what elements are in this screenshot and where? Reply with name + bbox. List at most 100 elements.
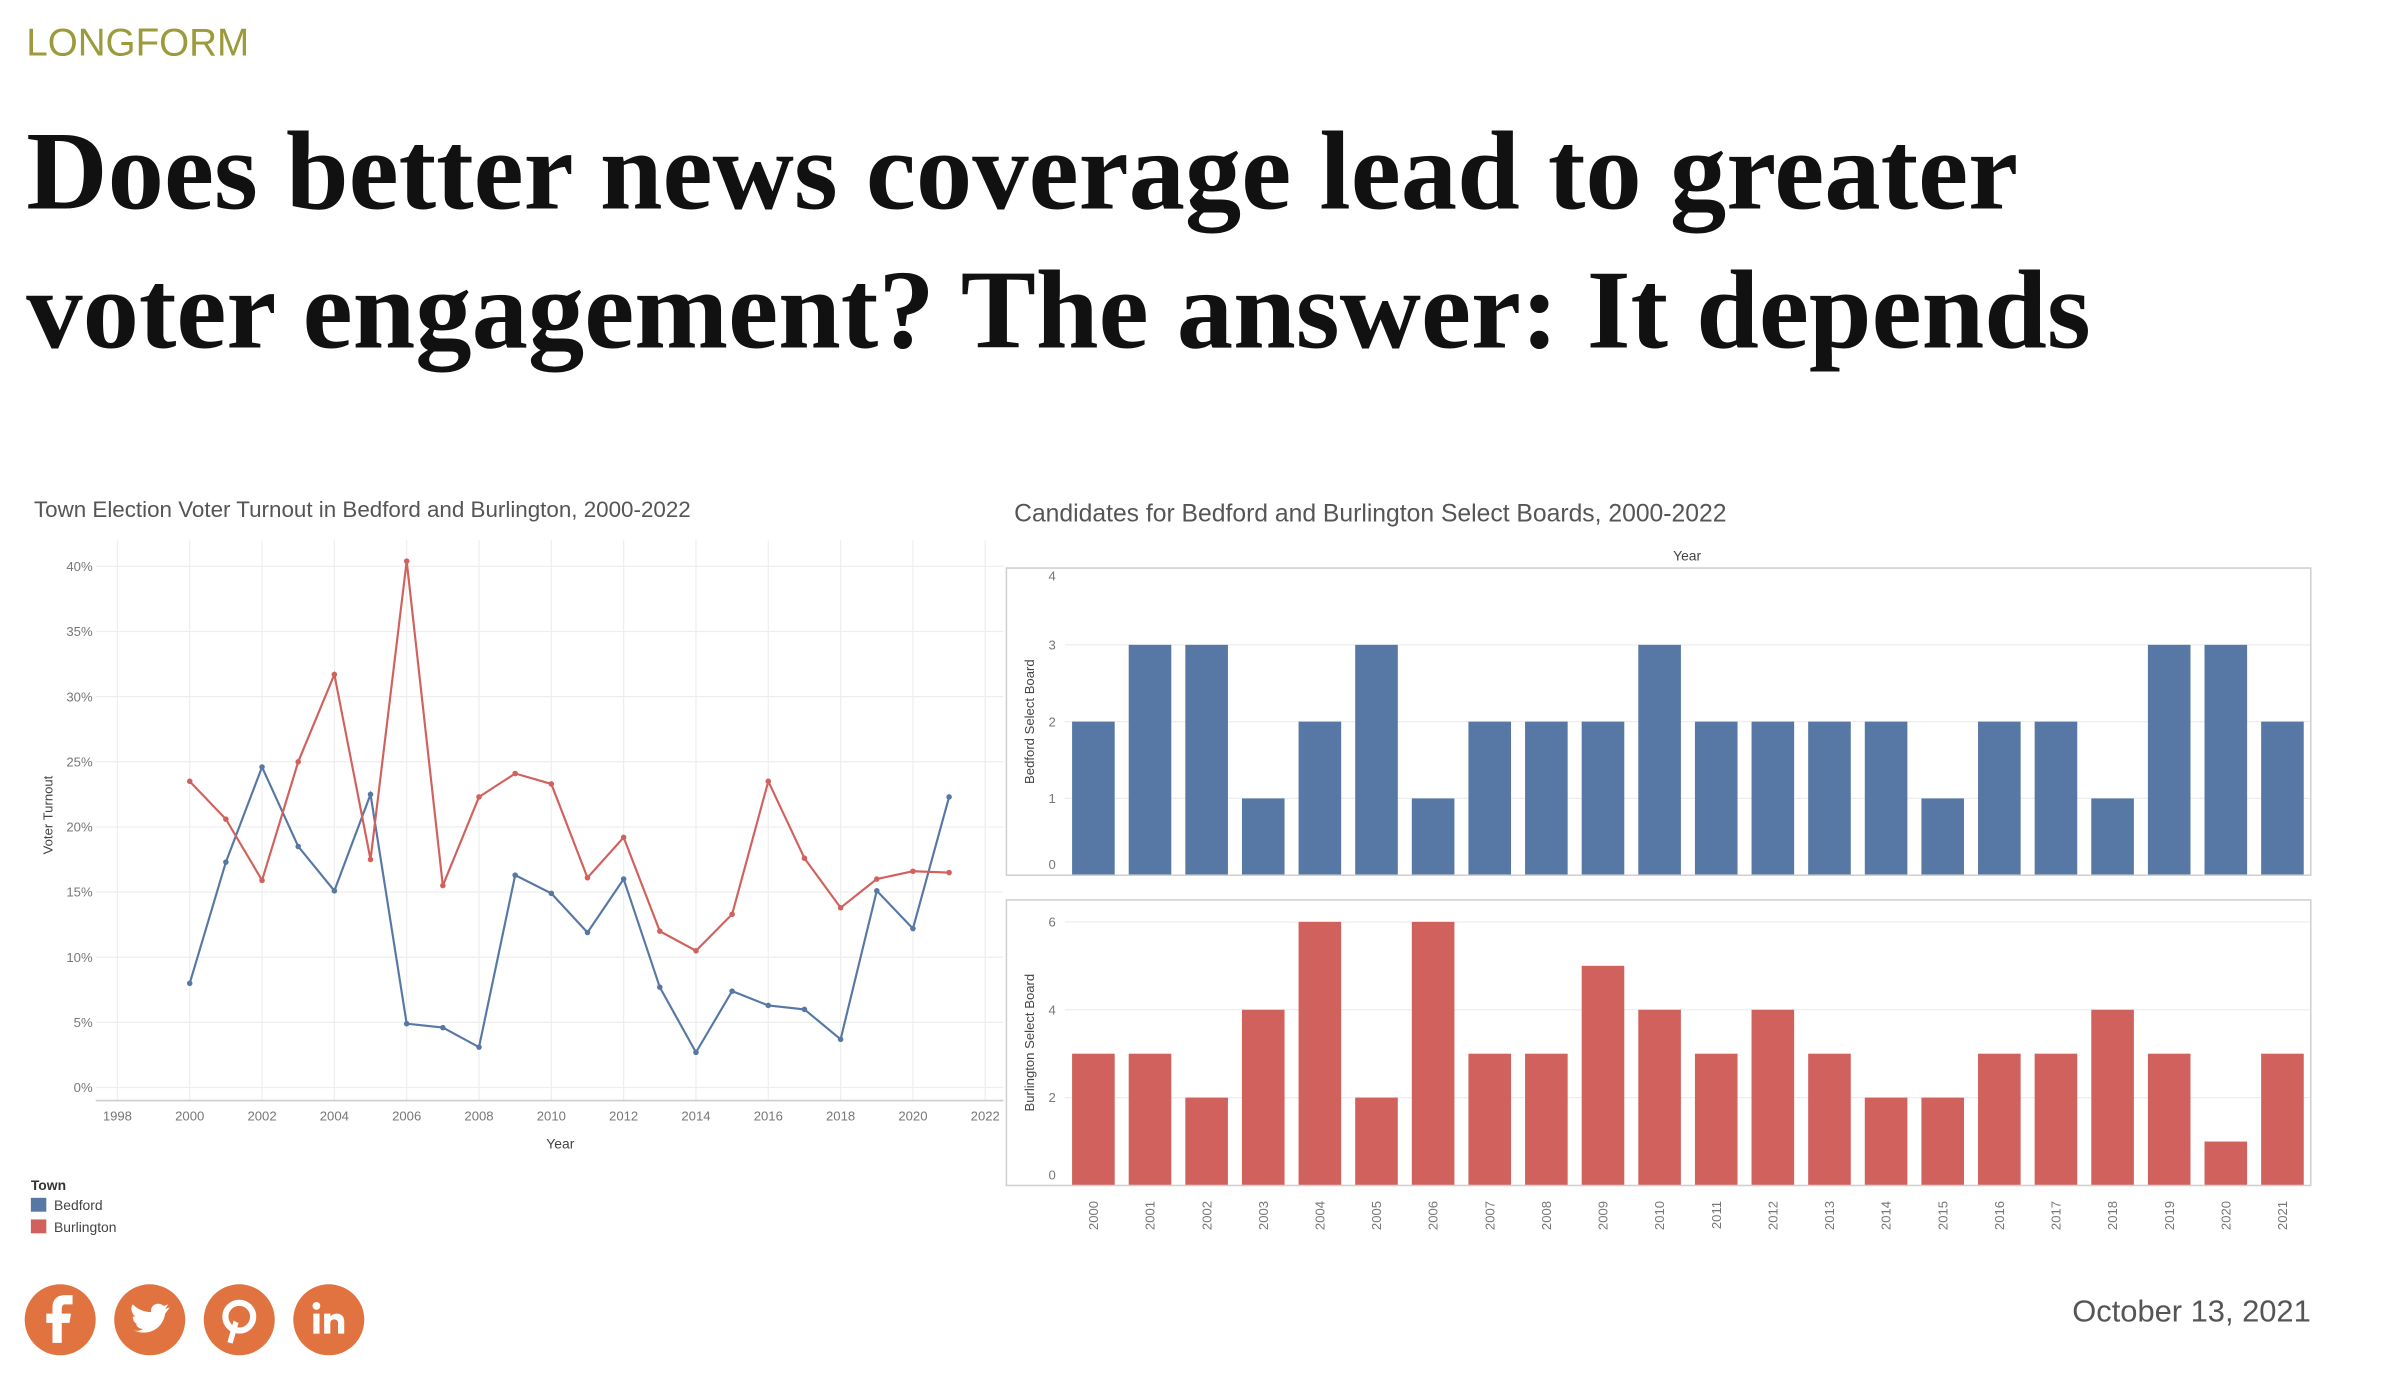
x-tick-label: 2012 — [609, 1109, 638, 1124]
bar — [1638, 644, 1681, 876]
data-point — [693, 947, 699, 954]
x-tick-label: 2016 — [1992, 1201, 2007, 1230]
data-point — [765, 778, 772, 785]
data-point — [620, 834, 627, 841]
bar — [1468, 721, 1512, 876]
data-point — [946, 794, 952, 800]
data-point — [440, 882, 446, 889]
x-tick-label: 2011 — [1709, 1201, 1724, 1229]
data-point — [512, 872, 518, 878]
x-tick-label: 2020 — [2218, 1201, 2233, 1230]
y-tick-label: 0 — [1049, 857, 1056, 872]
x-tick-label: 2003 — [1256, 1201, 1271, 1230]
bar — [1864, 1097, 1908, 1186]
bar — [1411, 798, 1455, 876]
bar — [2147, 644, 2191, 876]
data-point — [403, 1020, 410, 1027]
x-tick-label: 2022 — [971, 1109, 1000, 1124]
bar — [1864, 721, 1908, 876]
y-axis-title: Voter Turnout — [40, 775, 55, 854]
y-tick-label: 30% — [66, 689, 93, 704]
bar — [1978, 1053, 2021, 1186]
panel-label: Bedford Select Board — [1022, 659, 1037, 784]
x-tick-label: 2002 — [1199, 1201, 1214, 1230]
x-tick-label: 2020 — [898, 1109, 927, 1124]
section-label[interactable]: LONGFORM — [26, 22, 249, 65]
x-tick-label: 2018 — [2105, 1201, 2120, 1230]
y-tick-label: 4 — [1049, 568, 1056, 583]
panel-label: Burlington Select Board — [1022, 974, 1037, 1112]
publish-date: October 13, 2021 — [2072, 1293, 2310, 1328]
data-point — [295, 843, 301, 850]
bar — [1355, 644, 1398, 876]
data-point — [259, 877, 265, 884]
data-point — [765, 1002, 772, 1009]
x-tick-label: 2017 — [2049, 1201, 2064, 1230]
data-point — [186, 778, 193, 785]
legend-title: Town — [31, 1177, 66, 1193]
x-tick-label: 2008 — [1539, 1201, 1554, 1230]
series-line — [188, 560, 950, 953]
legend-swatch — [30, 1197, 47, 1212]
x-tick-label: 2005 — [1369, 1201, 1384, 1230]
bar — [1411, 921, 1455, 1186]
series-line — [188, 764, 951, 1055]
data-point — [729, 988, 735, 994]
bar — [1185, 644, 1228, 876]
x-tick-label: 2018 — [826, 1109, 855, 1124]
bar — [2204, 644, 2248, 876]
facebook-button[interactable] — [24, 1284, 96, 1356]
bar — [1978, 721, 2021, 876]
x-tick-label: 2009 — [1596, 1201, 1611, 1230]
data-point — [657, 928, 663, 934]
data-point — [476, 1044, 482, 1050]
data-point — [837, 904, 844, 911]
pinterest-button[interactable] — [203, 1284, 275, 1356]
bar — [1072, 721, 1115, 876]
x-tick-label: 2004 — [1313, 1201, 1328, 1230]
bar — [2147, 1053, 2191, 1186]
x-tick-label: 2010 — [537, 1109, 566, 1124]
x-tick-label: 2004 — [320, 1109, 349, 1124]
bar-chart: Candidates for Bedford and Burlington Se… — [1005, 501, 2312, 1230]
linkedin-button[interactable] — [293, 1284, 365, 1356]
x-tick-label: 2012 — [1765, 1201, 1780, 1230]
bar — [1638, 1009, 1681, 1186]
data-point — [367, 791, 374, 798]
legend-swatch — [30, 1219, 47, 1234]
bar — [1468, 1053, 1512, 1186]
y-tick-label: 35% — [66, 624, 93, 639]
bar — [1128, 644, 1172, 876]
x-tick-label: 2019 — [2162, 1201, 2177, 1230]
y-tick-label: 4 — [1049, 1002, 1056, 1017]
data-point — [910, 925, 916, 932]
data-point — [403, 558, 410, 564]
bar — [1355, 1097, 1398, 1186]
x-tick-label: 2006 — [392, 1109, 421, 1124]
x-tick-label: 2021 — [2275, 1201, 2290, 1230]
y-tick-label: 15% — [66, 885, 93, 900]
x-axis-title: Year — [546, 1135, 574, 1151]
bar — [1128, 1053, 1172, 1186]
y-tick-label: 25% — [66, 754, 93, 769]
twitter-button[interactable] — [114, 1284, 186, 1356]
headline: Does better news coverage lead to greate… — [26, 109, 2018, 233]
x-axis-title: Year — [1673, 547, 1701, 563]
data-point — [223, 859, 229, 865]
bar — [2204, 1141, 2248, 1186]
y-tick-label: 3 — [1049, 637, 1056, 652]
x-tick-label: 2015 — [1935, 1201, 1950, 1230]
bar — [2034, 1053, 2078, 1186]
bar — [1921, 1097, 1965, 1186]
chart-title: Town Election Voter Turnout in Bedford a… — [34, 497, 691, 522]
panel-frame — [1005, 567, 2312, 876]
bar — [1185, 1097, 1228, 1186]
x-tick-label: 2016 — [754, 1109, 783, 1124]
bar — [2091, 1009, 2134, 1186]
y-tick-label: 5% — [74, 1015, 93, 1030]
data-point — [186, 980, 193, 987]
data-point — [440, 1024, 446, 1031]
x-tick-label: 2007 — [1482, 1201, 1497, 1230]
y-tick-label: 0 — [1049, 1167, 1056, 1182]
data-point — [367, 856, 374, 863]
